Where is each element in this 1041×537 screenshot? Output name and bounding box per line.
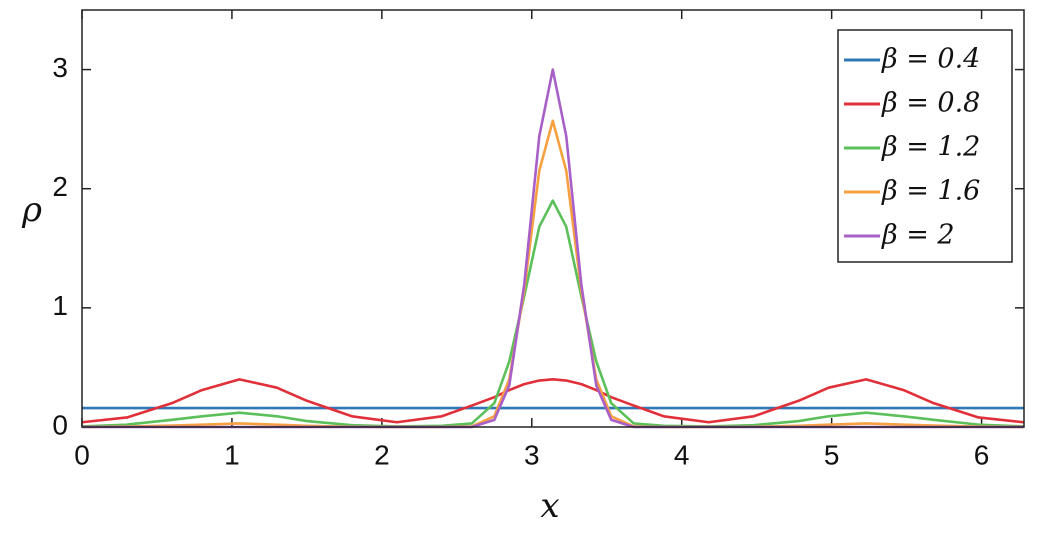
series-line: [81, 378, 1024, 424]
x-tick-label: 3: [524, 439, 540, 470]
x-axis-label: x: [540, 486, 559, 526]
legend-label: β = 0.8: [881, 88, 980, 119]
legend-label: β = 1.2: [881, 132, 980, 163]
plot-frame: [81, 9, 1025, 428]
x-tick-label: 6: [974, 439, 990, 470]
series-line: [81, 199, 1024, 428]
legend-label: β = 2: [881, 220, 955, 251]
legend-box: [837, 29, 1013, 263]
x-tick-label: 5: [824, 439, 840, 470]
x-tick-label: 1: [224, 439, 240, 470]
y-tick-label: 0: [52, 409, 68, 440]
x-tick-label: 0: [74, 439, 90, 470]
x-tick-label: 4: [674, 439, 690, 470]
legend-label: β = 1.6: [881, 176, 980, 207]
x-tick-label: 2: [374, 439, 390, 470]
y-tick-label: 1: [52, 290, 68, 321]
y-tick-label: 2: [52, 171, 68, 202]
y-axis-label: ρ: [21, 190, 42, 230]
y-tick-label: 3: [52, 52, 68, 83]
legend-label: β = 0.4: [881, 44, 980, 75]
series-line: [81, 119, 1024, 429]
